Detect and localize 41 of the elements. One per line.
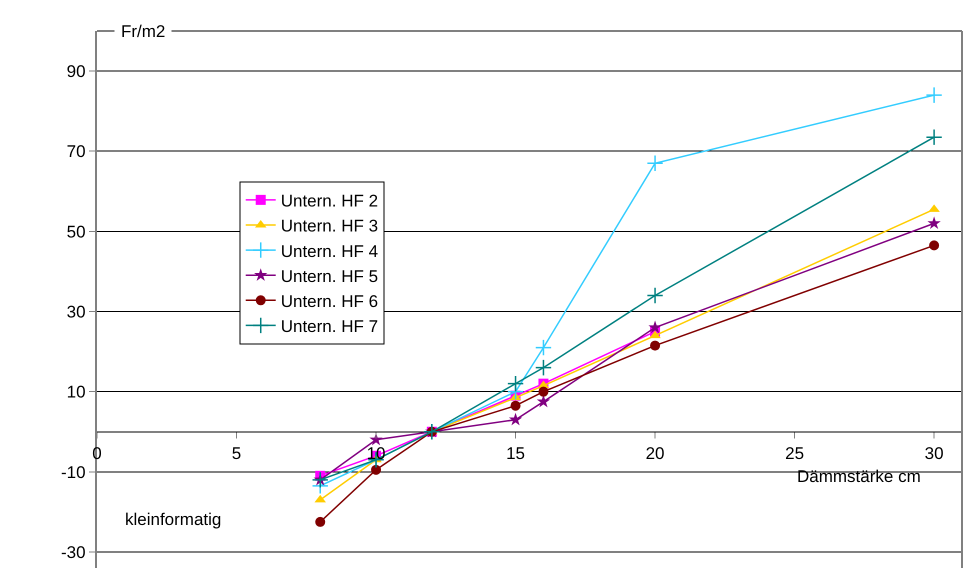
point [926,86,943,104]
point [646,154,664,172]
point [315,516,326,527]
legend-label: Untern. HF 7 [280,317,378,336]
point [535,339,552,356]
point [538,386,548,397]
point [929,240,940,250]
legend-label: Untern. HF 5 [280,266,378,286]
point [507,375,524,392]
y-tick-label: 50 [66,222,86,242]
x-tick-label: 5 [232,444,242,464]
annotation: kleinformatig [125,510,222,529]
point [508,412,522,426]
y-tick-label: 10 [66,382,86,402]
point [646,287,664,304]
point [371,464,382,475]
x-tick-label: 20 [646,444,665,464]
y-tick-label: 30 [66,302,86,322]
x-tick-label: 30 [924,444,944,464]
point [312,471,329,488]
x-axis-title: Dämmstärke cm [797,467,921,486]
point [927,216,941,230]
point [536,394,550,408]
point [535,359,552,376]
point [369,432,383,446]
x-tick-label: 25 [785,444,804,464]
legend-label: Untern. HF 2 [280,192,378,211]
legend-label: Untern. HF 6 [280,292,378,311]
x-tick-label: 15 [506,444,526,464]
point [648,320,662,334]
y-tick-label: -10 [61,462,86,482]
y-tick-label: -30 [61,542,86,562]
x-tick-label: 0 [92,444,102,464]
y-tick-label: 90 [66,62,86,82]
point [510,400,521,411]
y-tick-label: 70 [66,142,86,162]
legend-label: Untern. HF 3 [280,216,378,236]
legend-label: Untern. HF 4 [280,242,378,261]
point [926,128,943,146]
point [650,340,660,351]
y-axis-title: Fr/m2 [121,22,166,41]
